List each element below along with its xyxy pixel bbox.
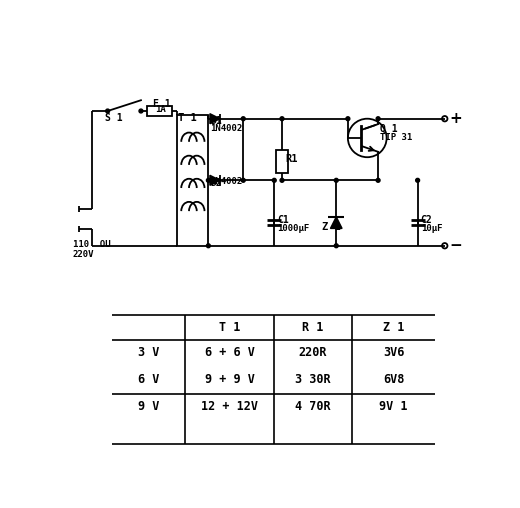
Text: F 1: F 1 — [153, 99, 171, 109]
Text: 4 70R: 4 70R — [295, 400, 331, 413]
Circle shape — [415, 178, 420, 182]
Text: D2: D2 — [210, 178, 222, 188]
Text: 110  OU
220V: 110 OU 220V — [73, 240, 110, 259]
Circle shape — [206, 244, 210, 248]
Text: 6 + 6 V: 6 + 6 V — [205, 346, 255, 359]
Circle shape — [106, 109, 110, 113]
Text: C2: C2 — [421, 215, 433, 225]
Text: Q 1: Q 1 — [381, 124, 398, 134]
Text: 9 + 9 V: 9 + 9 V — [205, 373, 255, 386]
Text: D1: D1 — [210, 116, 222, 126]
Text: T 1: T 1 — [219, 321, 240, 334]
Text: 1000μF: 1000μF — [277, 224, 309, 233]
Text: T 1: T 1 — [178, 113, 197, 122]
Polygon shape — [330, 217, 342, 229]
Text: 12 + 12V: 12 + 12V — [201, 400, 258, 413]
Circle shape — [334, 178, 338, 182]
Circle shape — [139, 109, 143, 113]
Bar — [276, 149, 288, 173]
Text: +: + — [449, 111, 462, 126]
Text: R1: R1 — [286, 154, 298, 164]
Polygon shape — [210, 114, 220, 124]
Text: 1A: 1A — [155, 105, 166, 114]
Text: 9V 1: 9V 1 — [380, 400, 408, 413]
Text: R 1: R 1 — [302, 321, 323, 334]
Text: 6V8: 6V8 — [383, 373, 404, 386]
Text: 220R: 220R — [299, 346, 327, 359]
Text: Z 1: Z 1 — [383, 321, 404, 334]
Circle shape — [241, 117, 245, 120]
Text: S 1: S 1 — [106, 113, 123, 123]
Text: 3 30R: 3 30R — [295, 373, 331, 386]
Text: Z 1: Z 1 — [322, 221, 341, 232]
Polygon shape — [210, 175, 220, 185]
Text: 3V6: 3V6 — [383, 346, 404, 359]
Text: −: − — [449, 238, 462, 253]
Text: 6 V: 6 V — [138, 373, 159, 386]
Circle shape — [280, 117, 284, 120]
Text: C1: C1 — [277, 215, 289, 225]
Circle shape — [346, 117, 350, 120]
Circle shape — [280, 178, 284, 182]
Bar — [177, 115, 209, 246]
Text: 1N4002: 1N4002 — [210, 177, 242, 186]
Circle shape — [241, 178, 245, 182]
Text: TIP 31: TIP 31 — [381, 133, 413, 142]
Text: 10μF: 10μF — [421, 224, 442, 233]
Circle shape — [334, 244, 338, 248]
Bar — [147, 106, 172, 116]
Text: 1N4002: 1N4002 — [210, 123, 242, 133]
Circle shape — [376, 178, 380, 182]
Circle shape — [206, 178, 210, 182]
Circle shape — [376, 117, 380, 120]
Text: 9 V: 9 V — [138, 400, 159, 413]
Circle shape — [272, 178, 276, 182]
Text: 3 V: 3 V — [138, 346, 159, 359]
